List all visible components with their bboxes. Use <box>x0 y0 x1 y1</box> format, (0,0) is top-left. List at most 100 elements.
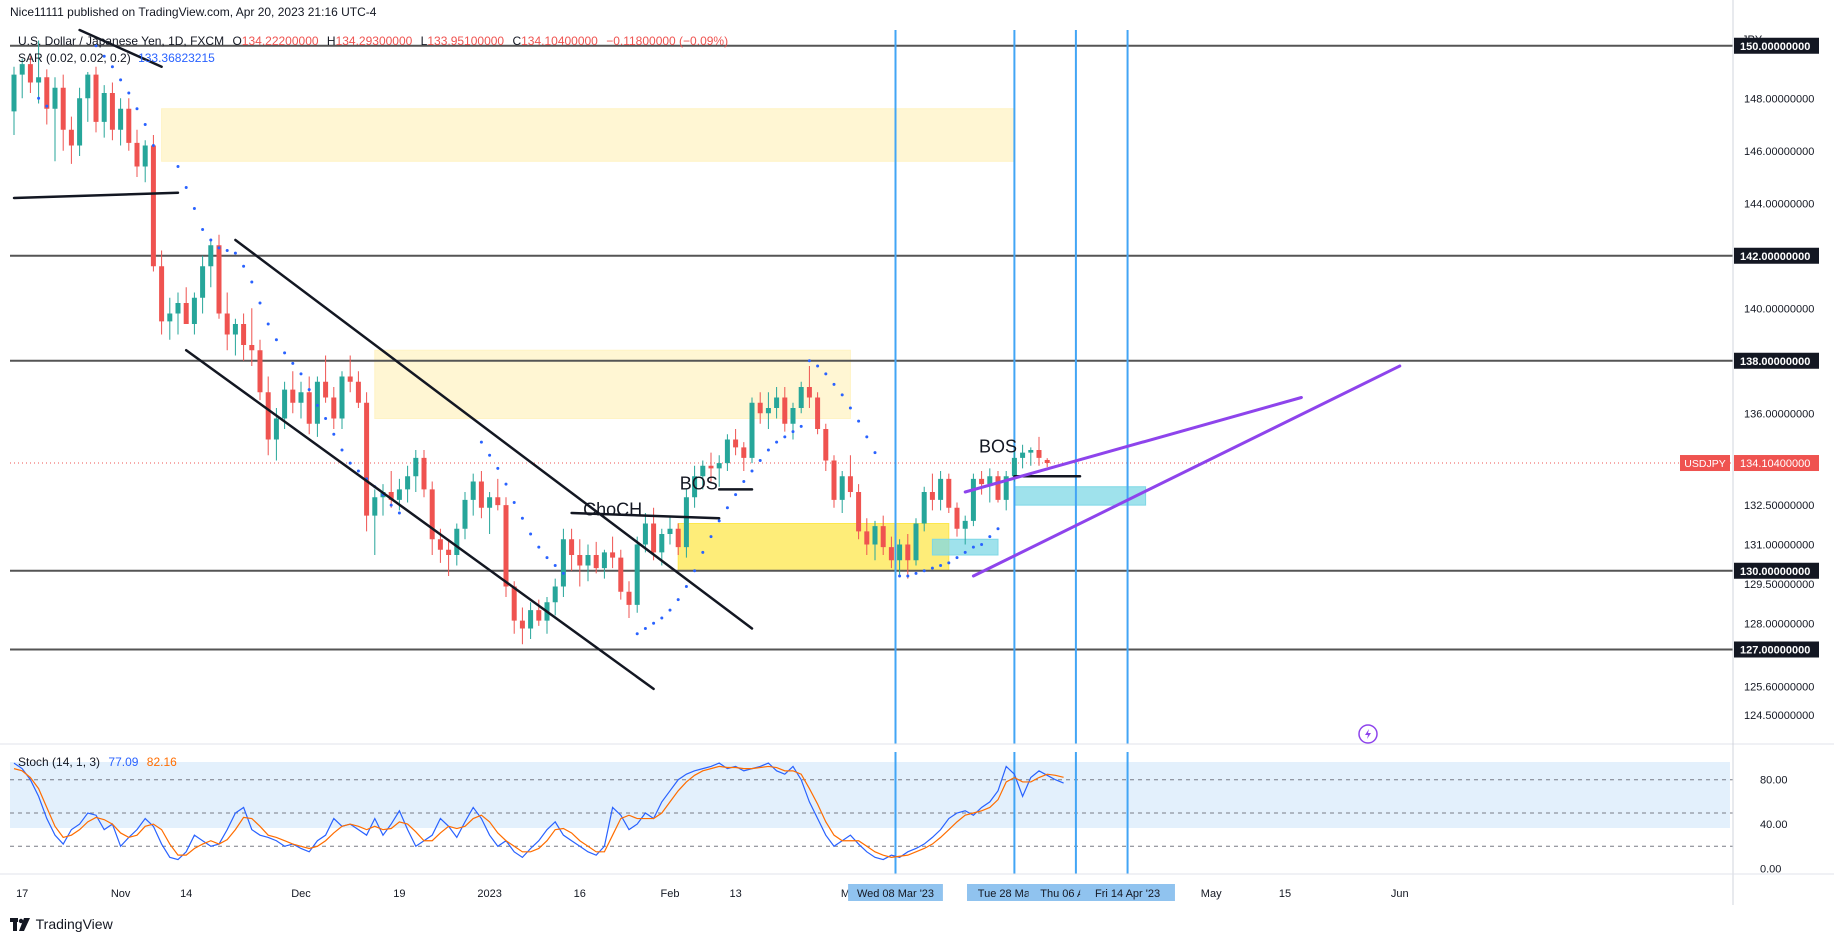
ohlc-close: C134.10400000 <box>512 34 598 48</box>
time-axis[interactable]: 17Nov14Dec19202316Feb13MarWed 08 Mar '23… <box>16 884 1409 901</box>
candle-body <box>282 389 288 419</box>
candle <box>339 371 345 429</box>
descending-channel-lower[interactable] <box>184 349 655 691</box>
candle <box>847 455 853 498</box>
sar-dot <box>750 469 754 473</box>
candle <box>1003 471 1009 511</box>
candle-body <box>93 74 99 122</box>
candle-body <box>437 539 443 550</box>
horizontal-trendline[interactable] <box>12 191 180 200</box>
sar-dot <box>758 459 762 462</box>
tradingview-logo[interactable]: TradingView <box>10 916 113 932</box>
symbol-tag <box>1680 455 1730 472</box>
rising-wedge-lower[interactable] <box>971 364 1402 578</box>
candle-body <box>470 481 476 500</box>
sar-dot <box>266 322 270 326</box>
candle <box>618 549 624 600</box>
candle <box>118 98 124 146</box>
candle <box>175 292 181 335</box>
stoch-tick-label: 80.00 <box>1760 775 1788 787</box>
candle-body <box>216 245 222 314</box>
candle-body <box>1011 457 1017 477</box>
candle <box>306 376 312 435</box>
rising-wedge-upper[interactable] <box>963 396 1303 494</box>
sar-label: SAR (0.02, 0.02, 0.2) <box>18 51 131 65</box>
candle-body <box>577 555 583 566</box>
candle <box>749 397 755 464</box>
sar-legend[interactable]: SAR (0.02, 0.02, 0.2) 133.36823215 <box>18 51 215 65</box>
candle-body <box>774 397 780 408</box>
trendline[interactable] <box>78 28 163 68</box>
candle-body <box>159 266 165 322</box>
candle-body <box>765 408 771 414</box>
price-axis[interactable]: 124.50000000 125.60000000 128.00000000 129.… <box>1680 37 1819 722</box>
candle-body <box>77 98 83 146</box>
candle <box>265 376 271 456</box>
candle-body <box>839 476 845 500</box>
candle <box>167 297 173 340</box>
sar-dot <box>119 78 123 82</box>
time-tick-label: 19 <box>393 888 405 900</box>
sar-dot <box>332 432 336 436</box>
sar-dot <box>963 550 967 554</box>
date-marker-label: Wed 08 Mar '23 <box>857 888 934 900</box>
time-tick-label: 17 <box>16 888 28 900</box>
candle <box>388 471 394 508</box>
candle-body <box>224 313 230 335</box>
candle <box>249 308 255 366</box>
candle <box>610 536 616 569</box>
candle <box>257 339 263 401</box>
choch-line[interactable] <box>570 511 721 520</box>
candle-body <box>782 397 788 424</box>
sar-dot <box>274 338 278 342</box>
candle <box>93 66 99 133</box>
sar-dot <box>496 466 500 470</box>
stoch-legend[interactable]: Stoch (14, 1, 3) 77.09 82.16 <box>18 755 177 769</box>
alert-lightning-icon[interactable] <box>1358 724 1378 744</box>
candle <box>511 581 517 634</box>
candle-body <box>724 439 730 464</box>
sar-dot <box>635 632 639 636</box>
symbol-legend[interactable]: U.S. Dollar / Japanese Yen, 1D, FXCM O13… <box>18 34 728 48</box>
candle-body <box>347 376 353 382</box>
candle <box>634 536 640 613</box>
candle-body <box>60 87 66 130</box>
sar-dot <box>684 585 688 588</box>
supply-demand-zone[interactable] <box>677 523 950 572</box>
candle <box>921 486 927 532</box>
candle <box>331 387 337 429</box>
candle-body <box>897 544 903 561</box>
price-tick-label: 128.00000000 <box>1744 618 1814 630</box>
candle <box>782 387 788 432</box>
sar-dot <box>734 493 738 497</box>
stoch-tick-label: 40.00 <box>1760 819 1788 831</box>
candle <box>642 513 648 553</box>
descending-channel-upper[interactable] <box>234 238 754 630</box>
candle-body <box>585 555 591 566</box>
candle-body <box>44 77 50 109</box>
candle <box>44 69 50 125</box>
price-tag <box>1734 641 1819 658</box>
candle <box>593 541 599 574</box>
candle-body <box>265 392 271 440</box>
candle-body <box>109 93 115 130</box>
sar-dot <box>242 264 246 268</box>
candle-body <box>1036 450 1042 458</box>
sar-dot <box>996 527 1000 531</box>
price-tag-label: 138.00000000 <box>1740 356 1810 368</box>
candle-body <box>970 478 976 521</box>
candle-body <box>364 402 370 516</box>
candle <box>1028 447 1034 466</box>
candle-body <box>241 324 247 345</box>
candle <box>462 492 468 540</box>
candle <box>1036 436 1042 466</box>
supply-demand-zone[interactable] <box>161 108 1015 162</box>
candle <box>790 402 796 440</box>
candle <box>823 423 829 471</box>
candle-body <box>126 108 132 143</box>
price-tag-label: 127.00000000 <box>1740 645 1810 657</box>
candle <box>27 56 33 93</box>
candle <box>355 371 361 408</box>
time-tick-label: 13 <box>729 888 741 900</box>
price-pane: ChoCH BOS BOS <box>10 28 1733 744</box>
